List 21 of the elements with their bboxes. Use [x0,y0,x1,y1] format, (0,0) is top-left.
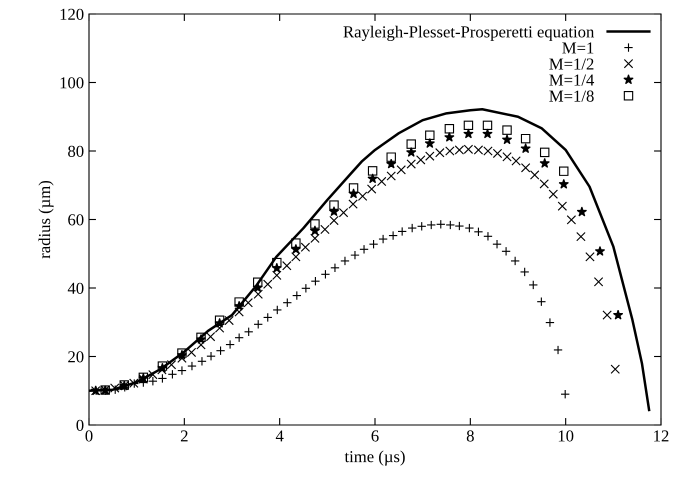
x-tick-label: 6 [372,430,379,442]
legend-label: Rayleigh-Plesset-Prosperetti equation [343,26,594,41]
y-tick-label: 80 [68,146,84,157]
x-tick-label: 2 [180,430,188,442]
x-tick-label: 4 [276,430,284,442]
y-tick-label: 120 [60,8,84,20]
y-axis-title: radius (µm) [38,180,54,258]
legend-label: M=1/8 [549,90,594,102]
x-tick-label: 10 [558,430,574,442]
x-tick-label: 8 [466,430,474,442]
x-tick-label: 12 [654,430,668,442]
legend-label: M=1/4 [549,74,594,86]
y-tick-label: 100 [60,77,84,88]
y-tick-label: 0 [76,420,84,431]
y-tick-label: 20 [68,351,84,362]
legend-label: M=1/2 [549,58,594,70]
x-axis-title: time (µs) [344,450,405,466]
x-tick-label: 0 [85,430,93,442]
y-tick-label: 60 [68,214,84,226]
legend-label: M=1 [562,42,594,54]
y-tick-label: 40 [68,282,84,294]
